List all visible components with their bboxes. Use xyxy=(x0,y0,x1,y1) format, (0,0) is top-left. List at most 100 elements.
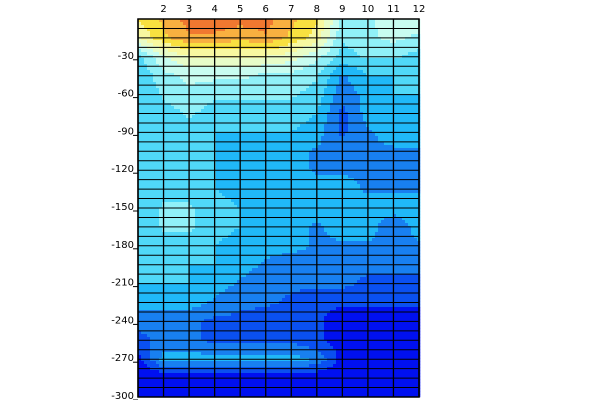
heat-cell xyxy=(168,109,172,113)
heat-cell xyxy=(348,88,352,92)
heat-cell xyxy=(306,91,310,95)
heat-cell xyxy=(291,58,295,62)
heat-cell xyxy=(255,160,259,164)
heat-cell xyxy=(156,19,160,23)
heat-cell xyxy=(258,37,262,41)
heat-cell xyxy=(360,115,364,119)
heat-cell xyxy=(309,115,313,119)
heat-cell xyxy=(195,148,199,152)
heat-cell xyxy=(222,37,226,41)
heat-cell xyxy=(360,82,364,86)
heat-cell xyxy=(351,37,355,41)
heat-cell xyxy=(219,136,223,140)
heat-cell xyxy=(384,70,388,74)
heat-cell xyxy=(408,49,412,53)
heat-cell xyxy=(147,145,151,149)
heat-cell xyxy=(180,94,184,98)
heat-cell xyxy=(294,52,298,56)
heat-cell xyxy=(390,85,394,89)
heat-cell xyxy=(276,40,280,44)
heat-cell xyxy=(288,133,292,137)
heat-cell xyxy=(276,145,280,149)
heat-cell xyxy=(201,166,205,170)
heat-cell xyxy=(261,133,265,137)
heat-cell xyxy=(300,136,304,140)
heat-cell xyxy=(339,136,343,140)
heat-cell xyxy=(411,175,415,179)
heat-cell xyxy=(300,106,304,110)
heat-cell xyxy=(153,73,157,77)
heat-cell xyxy=(303,82,307,86)
heat-cell xyxy=(399,76,403,80)
heat-cell xyxy=(282,61,286,65)
heat-cell xyxy=(369,97,373,101)
heat-cell xyxy=(336,67,340,71)
heat-cell xyxy=(249,100,253,104)
heat-cell xyxy=(147,52,151,56)
heat-cell xyxy=(198,58,202,62)
heat-cell xyxy=(357,58,361,62)
heat-cell xyxy=(195,130,199,134)
heat-cell xyxy=(351,43,355,47)
heat-cell xyxy=(252,64,256,68)
heat-cell xyxy=(321,118,325,122)
heat-cell xyxy=(273,85,277,89)
heat-cell xyxy=(381,49,385,53)
heat-cell xyxy=(318,139,322,143)
heat-cell xyxy=(288,100,292,104)
heat-cell xyxy=(312,19,316,23)
heat-cell xyxy=(378,115,382,119)
heat-cell xyxy=(324,76,328,80)
heat-cell xyxy=(198,22,202,26)
heat-cell xyxy=(141,22,145,26)
heat-cell xyxy=(303,25,307,29)
heat-cell xyxy=(345,94,349,98)
heat-cell xyxy=(333,163,337,167)
heat-cell xyxy=(255,25,259,29)
heat-cell xyxy=(198,154,202,158)
heat-cell xyxy=(219,157,223,161)
heat-cell xyxy=(219,118,223,122)
heat-cell xyxy=(270,73,274,77)
heat-cell xyxy=(174,88,178,92)
heat-cell xyxy=(273,157,277,161)
heat-cell xyxy=(171,88,175,92)
heat-cell xyxy=(312,82,316,86)
heat-cell xyxy=(165,82,169,86)
heat-cell xyxy=(408,157,412,161)
heat-cell xyxy=(297,145,301,149)
heat-cell xyxy=(147,136,151,140)
heat-cell xyxy=(372,85,376,89)
heat-cell xyxy=(189,106,193,110)
heat-cell xyxy=(297,118,301,122)
heat-cell xyxy=(174,136,178,140)
heat-cell xyxy=(336,142,340,146)
heat-cell xyxy=(321,61,325,65)
heat-cell xyxy=(267,148,271,152)
heat-cell xyxy=(210,139,214,143)
heat-cell xyxy=(405,109,409,113)
heat-cell xyxy=(411,151,415,155)
heat-cell xyxy=(222,88,226,92)
heat-cell xyxy=(201,142,205,146)
heat-cell xyxy=(324,85,328,89)
heat-cell xyxy=(267,97,271,101)
heat-cell xyxy=(216,67,220,71)
heat-cell xyxy=(240,145,244,149)
heat-cell xyxy=(282,79,286,83)
heat-cell xyxy=(234,154,238,158)
heat-cell xyxy=(360,85,364,89)
heat-cell xyxy=(318,109,322,113)
heat-cell xyxy=(336,166,340,170)
heat-cell xyxy=(177,109,181,113)
heat-cell xyxy=(303,115,307,119)
heat-cell xyxy=(186,64,190,68)
heat-cell xyxy=(303,91,307,95)
heat-cell xyxy=(156,37,160,41)
heat-cell xyxy=(246,130,250,134)
heat-cell xyxy=(384,154,388,158)
heat-cell xyxy=(381,34,385,38)
heat-cell xyxy=(195,166,199,170)
heat-cell xyxy=(327,79,331,83)
heat-cell xyxy=(318,37,322,41)
